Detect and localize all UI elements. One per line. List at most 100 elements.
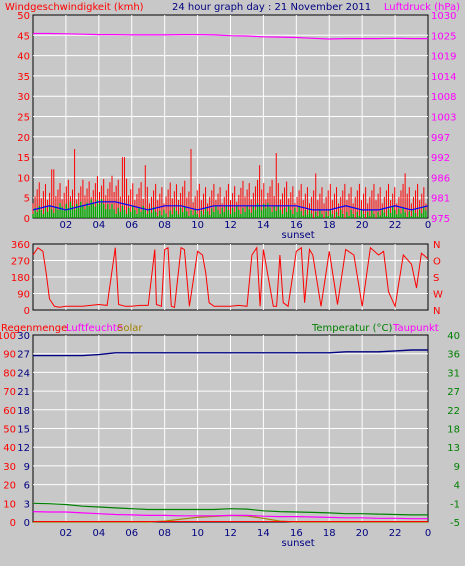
axis-tick-label: 35 bbox=[17, 72, 30, 83]
axis-tick-label: 21 bbox=[17, 387, 30, 398]
axis-tick-label: 60 bbox=[3, 406, 16, 417]
x-tick-label: 14 bbox=[257, 220, 270, 231]
axis-tick-label: 10 bbox=[3, 499, 16, 510]
axis-tick-label: N bbox=[433, 240, 440, 251]
axis-tick-label: 270 bbox=[11, 257, 30, 268]
axis-tick-label: 9 bbox=[24, 462, 30, 473]
axis-tick-label: 986 bbox=[431, 173, 450, 184]
wind-panel-x-ticks: 02 04 06 08 10 12 14 16 18 20 22 0 bbox=[60, 220, 432, 231]
axis-tick-label: 27 bbox=[447, 387, 460, 398]
axis-tick-label: 30 bbox=[3, 462, 16, 473]
axis-tick-label: 90 bbox=[17, 290, 30, 301]
legend-rain: Regenmenge bbox=[1, 323, 67, 334]
pressure-axis-title: Luftdruck (hPa) bbox=[384, 2, 460, 13]
axis-tick-label: 997 bbox=[431, 133, 450, 144]
axis-tick-label: 5 bbox=[24, 194, 30, 205]
axis-tick-label: 22 bbox=[447, 406, 460, 417]
axis-tick-label: 0 bbox=[24, 306, 30, 317]
axis-tick-label: 30 bbox=[17, 92, 30, 103]
axis-tick-label: 25 bbox=[17, 113, 30, 124]
average-wind-bars bbox=[32, 199, 427, 218]
graph-date-title: 24 hour graph day : 21 November 2011 bbox=[172, 2, 371, 13]
sunset-label-bottom: sunset bbox=[282, 538, 315, 549]
axis-tick-label: 1019 bbox=[431, 52, 456, 63]
x-tick-label: 10 bbox=[191, 528, 204, 539]
axis-tick-label: 1025 bbox=[431, 31, 456, 42]
axis-tick-label: 50 bbox=[17, 11, 30, 22]
axis-tick-label: -5 bbox=[450, 518, 460, 529]
pressure-line bbox=[33, 32, 428, 40]
axis-tick-label: 40 bbox=[447, 331, 460, 342]
wind-direction-line bbox=[32, 246, 429, 309]
x-tick-label: 0 bbox=[425, 220, 431, 231]
axis-tick-label: 1003 bbox=[431, 113, 456, 124]
axis-tick-label: 20 bbox=[3, 481, 16, 492]
direction-panel-grid bbox=[32, 243, 429, 311]
axis-tick-label: 180 bbox=[11, 273, 30, 284]
axis-tick-label: O bbox=[433, 257, 441, 268]
pressure-axis-ticks: 975 981 986 992 997 1003 1008 1014 1019 1025 1030 bbox=[431, 11, 456, 225]
x-tick-label: 14 bbox=[257, 528, 270, 539]
climate-panel-grid bbox=[32, 334, 429, 523]
axis-tick-label: 30 bbox=[17, 331, 30, 342]
axis-tick-label: 90 bbox=[3, 350, 16, 361]
wind-axis-title: Windgeschwindigkeit (kmh) bbox=[5, 2, 144, 13]
x-tick-label: 06 bbox=[125, 220, 138, 231]
axis-tick-label: 20 bbox=[17, 133, 30, 144]
axis-tick-label: 15 bbox=[17, 425, 30, 436]
axis-tick-label: 0 bbox=[24, 518, 30, 529]
axis-tick-label: 360 bbox=[11, 240, 30, 251]
x-tick-label: 08 bbox=[158, 528, 171, 539]
axis-tick-label: 9 bbox=[454, 462, 460, 473]
temperature-axis-ticks: -5 -1 4 9 13 18 22 27 31 36 40 bbox=[447, 331, 460, 529]
axis-tick-label: 70 bbox=[3, 387, 16, 398]
x-tick-label: 02 bbox=[60, 528, 73, 539]
axis-tick-label: 40 bbox=[3, 443, 16, 454]
axis-tick-label: 80 bbox=[3, 368, 16, 379]
axis-tick-label: 45 bbox=[17, 31, 30, 42]
x-tick-label: 04 bbox=[92, 528, 105, 539]
x-tick-label: 20 bbox=[356, 220, 369, 231]
legend-humidity: Luftfeuchte bbox=[66, 323, 123, 334]
axis-tick-label: N bbox=[433, 306, 440, 317]
x-tick-label: 12 bbox=[224, 528, 237, 539]
average-wind-line bbox=[32, 201, 429, 211]
axis-tick-label: 1008 bbox=[431, 92, 456, 103]
axis-tick-label: 24 bbox=[17, 368, 30, 379]
temperature-line bbox=[32, 502, 428, 516]
axis-tick-label: 31 bbox=[447, 368, 460, 379]
x-tick-label: 18 bbox=[323, 528, 336, 539]
legend-solar: Solar bbox=[117, 323, 143, 334]
rain-axis-ticks: 0 10 20 30 40 50 60 70 80 90 100 bbox=[0, 331, 16, 529]
axis-tick-label: 27 bbox=[17, 350, 30, 361]
climate-panel-x-ticks: 02 04 06 08 10 12 14 16 18 20 22 0 bbox=[60, 528, 432, 539]
axis-tick-label: 100 bbox=[0, 331, 16, 342]
axis-tick-label: 12 bbox=[17, 443, 30, 454]
x-tick-label: 20 bbox=[356, 528, 369, 539]
sunset-label-top: sunset bbox=[282, 230, 315, 241]
x-tick-label: 16 bbox=[290, 220, 303, 231]
axis-tick-label: 50 bbox=[3, 425, 16, 436]
axis-tick-label: 0 bbox=[24, 214, 30, 225]
axis-tick-label: 4 bbox=[454, 481, 460, 492]
axis-tick-label: 3 bbox=[24, 499, 30, 510]
wind-axis-ticks: 0 5 10 15 20 25 30 35 40 45 50 bbox=[17, 11, 30, 225]
humidity-axis-ticks: 0 3 6 9 12 15 18 21 24 27 30 bbox=[17, 331, 30, 529]
x-tick-label: 22 bbox=[389, 220, 402, 231]
x-tick-label: 02 bbox=[60, 220, 73, 231]
wind-panel-grid bbox=[32, 14, 429, 219]
legend-temperature: Temperatur (°C) bbox=[311, 323, 392, 334]
axis-tick-label: 18 bbox=[447, 425, 460, 436]
x-tick-label: 10 bbox=[191, 220, 204, 231]
x-tick-label: 16 bbox=[290, 528, 303, 539]
axis-tick-label: 36 bbox=[447, 350, 460, 361]
x-tick-label: 0 bbox=[425, 528, 431, 539]
axis-tick-label: W bbox=[433, 290, 443, 301]
x-tick-label: 12 bbox=[224, 220, 237, 231]
axis-tick-label: 40 bbox=[17, 52, 30, 63]
axis-tick-label: S bbox=[433, 273, 439, 284]
humidity-line bbox=[33, 349, 428, 357]
dewpoint-line bbox=[32, 511, 428, 520]
direction-axis-ticks: 0 90 180 270 360 bbox=[11, 240, 30, 317]
